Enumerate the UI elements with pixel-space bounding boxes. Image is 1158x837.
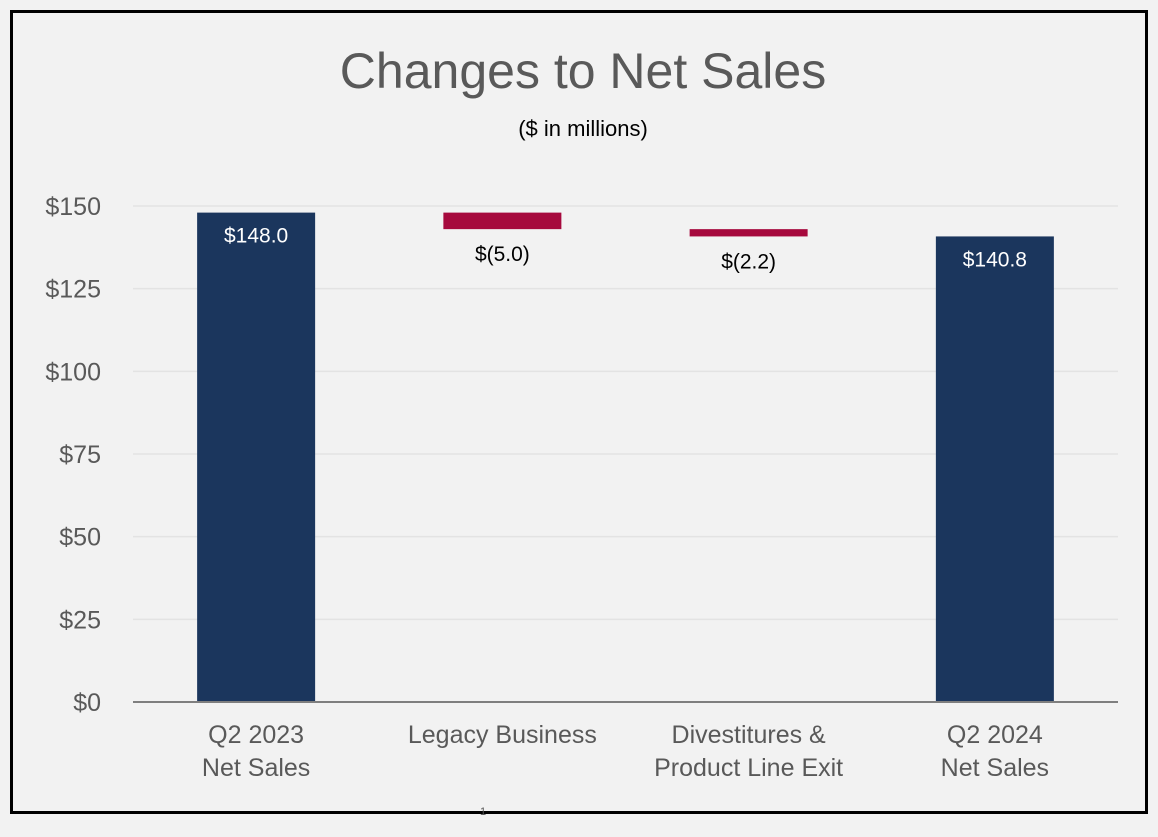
bar <box>689 229 808 237</box>
bar <box>935 236 1054 702</box>
x-tick-label: Q2 2024 Net Sales <box>941 721 1049 782</box>
waterfall-chart: Changes to Net Sales ($ in millions) $0$… <box>45 43 1118 782</box>
y-tick-label: $100 <box>45 358 101 386</box>
x-tick-label: Divestitures & Product Line Exit <box>654 721 843 782</box>
y-axis-tick-labels: $0 $25 $50 $75 $100 $125 $150 <box>45 193 101 717</box>
y-tick-label: $75 <box>59 441 101 469</box>
x-tick-label: Q2 2023 Net Sales <box>202 721 310 782</box>
x-tick-label: Legacy Business <box>408 721 597 749</box>
data-label: $(2.2) <box>721 250 776 273</box>
y-tick-label: $125 <box>45 276 101 304</box>
x-axis-tick-labels: Q2 2023 Net Sales Legacy Business Divestitu… <box>202 721 1049 782</box>
y-tick-label: $25 <box>59 606 101 634</box>
data-label: $148.0 <box>224 225 288 248</box>
data-labels: $148.0 $(5.0) $(2.2) $140.8 <box>224 225 1027 274</box>
chart-subtitle: ($ in millions) <box>518 116 648 141</box>
y-tick-label: $50 <box>59 524 101 552</box>
chart-frame: Changes to Net Sales ($ in millions) $0 $… <box>10 10 1148 814</box>
bar <box>443 212 562 230</box>
data-label: $140.8 <box>963 248 1027 271</box>
page-number: 1 <box>480 806 487 818</box>
chart-title: Changes to Net Sales <box>340 43 826 99</box>
y-tick-label: $0 <box>73 689 101 717</box>
bar <box>197 212 316 702</box>
y-tick-label: $150 <box>45 193 101 221</box>
data-label: $(5.0) <box>475 243 530 266</box>
bars <box>197 212 1054 702</box>
